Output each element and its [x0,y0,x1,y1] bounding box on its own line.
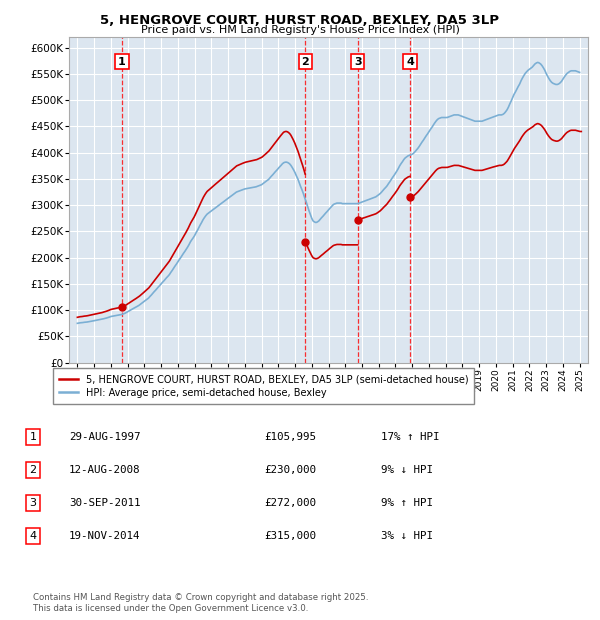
Text: £272,000: £272,000 [264,498,316,508]
Text: 2: 2 [29,465,37,475]
Legend: 5, HENGROVE COURT, HURST ROAD, BEXLEY, DA5 3LP (semi-detached house), HPI: Avera: 5, HENGROVE COURT, HURST ROAD, BEXLEY, D… [53,368,475,404]
Text: 4: 4 [406,56,414,66]
Text: 12-AUG-2008: 12-AUG-2008 [69,465,140,475]
Text: 9% ↑ HPI: 9% ↑ HPI [381,498,433,508]
Text: 30-SEP-2011: 30-SEP-2011 [69,498,140,508]
Text: 3% ↓ HPI: 3% ↓ HPI [381,531,433,541]
Text: £315,000: £315,000 [264,531,316,541]
Text: 3: 3 [354,56,362,66]
Text: Contains HM Land Registry data © Crown copyright and database right 2025.
This d: Contains HM Land Registry data © Crown c… [33,593,368,613]
Text: 4: 4 [29,531,37,541]
Text: 1: 1 [29,432,37,442]
Text: Price paid vs. HM Land Registry's House Price Index (HPI): Price paid vs. HM Land Registry's House … [140,25,460,35]
Text: 17% ↑ HPI: 17% ↑ HPI [381,432,439,442]
Text: 2: 2 [302,56,309,66]
Text: 29-AUG-1997: 29-AUG-1997 [69,432,140,442]
Text: 9% ↓ HPI: 9% ↓ HPI [381,465,433,475]
Text: 19-NOV-2014: 19-NOV-2014 [69,531,140,541]
Text: £230,000: £230,000 [264,465,316,475]
Text: 1: 1 [118,56,126,66]
Text: 5, HENGROVE COURT, HURST ROAD, BEXLEY, DA5 3LP: 5, HENGROVE COURT, HURST ROAD, BEXLEY, D… [101,14,499,27]
Text: 3: 3 [29,498,37,508]
Text: £105,995: £105,995 [264,432,316,442]
